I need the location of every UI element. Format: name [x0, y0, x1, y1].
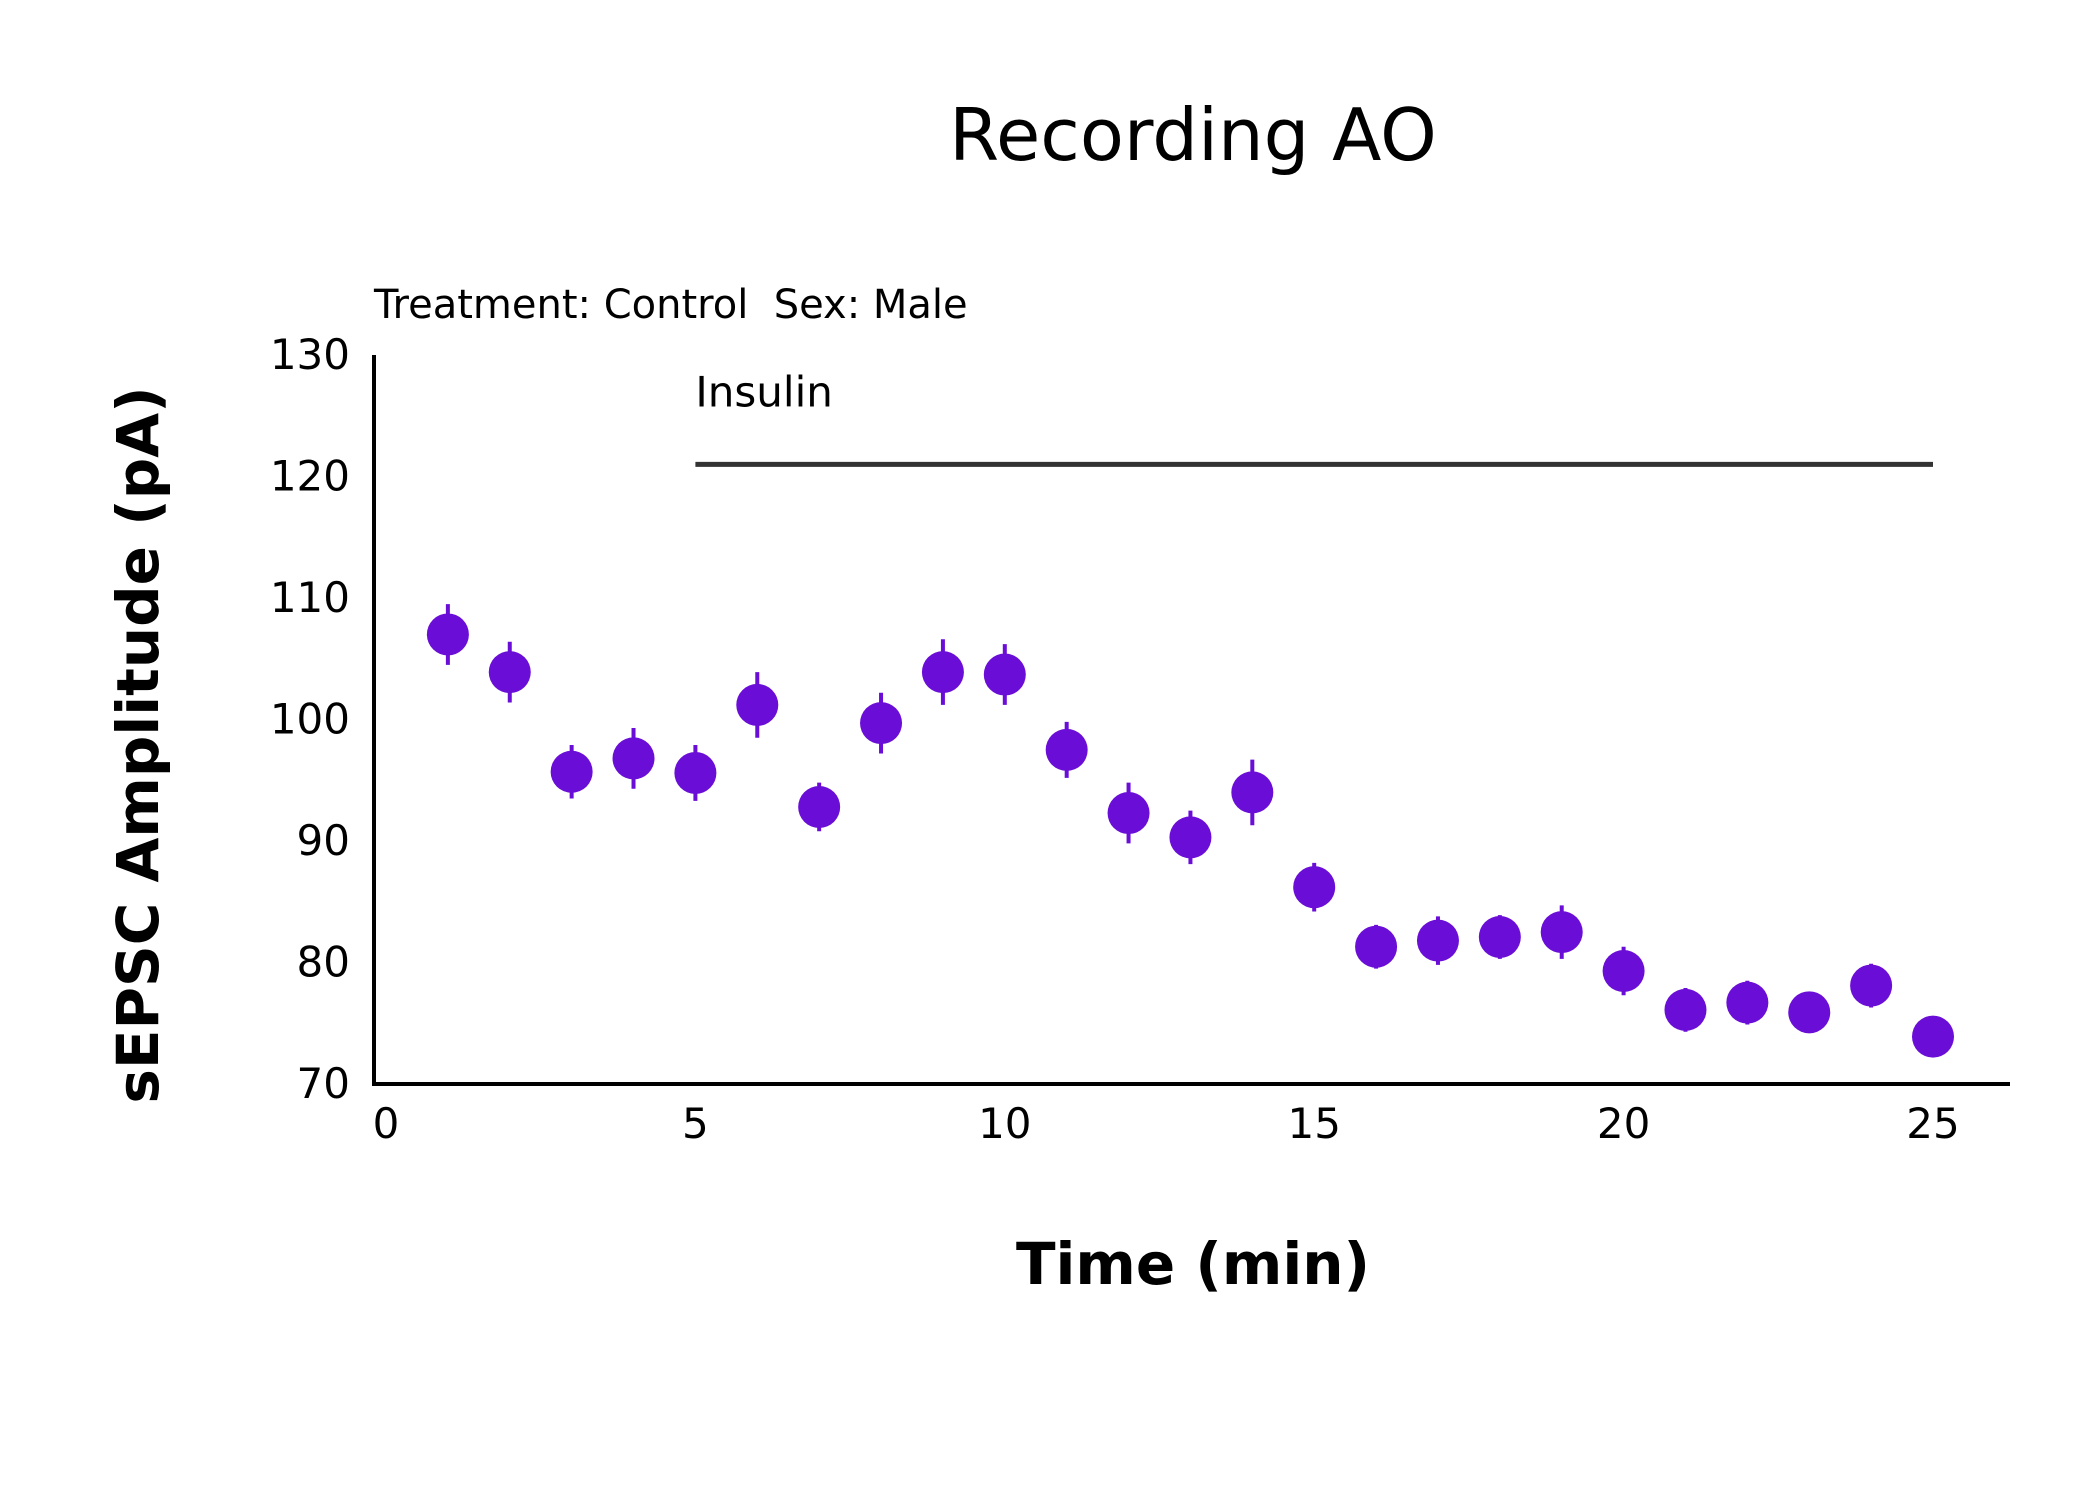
point-marker: [983, 653, 1026, 696]
data-point: [1416, 916, 1459, 965]
data-point: [426, 604, 469, 665]
data-point: [983, 644, 1026, 705]
x-tick-label: 0: [373, 1099, 400, 1148]
point-marker: [1231, 771, 1274, 814]
data-point: [488, 641, 531, 703]
point-marker: [488, 651, 531, 694]
data-point: [1231, 759, 1274, 826]
data-point: [1107, 782, 1150, 844]
data-point: [1169, 810, 1212, 865]
chart-title: Recording AO: [949, 93, 1437, 177]
x-axis-title: Time (min): [1016, 1230, 1370, 1298]
data-point: [1293, 862, 1336, 912]
point-marker: [1107, 792, 1150, 835]
y-axis-ticks: 70 80 90 100 110 120 130: [270, 330, 350, 1108]
point-marker: [550, 750, 593, 793]
y-tick-label: 80: [297, 938, 350, 987]
data-point: [1045, 721, 1088, 778]
x-tick-label: 20: [1597, 1099, 1650, 1148]
point-marker: [921, 651, 964, 694]
point-marker: [1664, 988, 1707, 1031]
data-point: [1726, 980, 1769, 1025]
x-tick-label: 5: [682, 1099, 709, 1148]
point-marker: [860, 702, 903, 745]
data-point: [550, 745, 593, 799]
y-tick-label: 70: [297, 1059, 350, 1108]
data-point: [1540, 905, 1583, 959]
insulin-label: Insulin: [695, 367, 832, 416]
point-marker: [674, 751, 717, 794]
x-tick-label: 15: [1287, 1099, 1340, 1148]
point-marker: [1478, 915, 1521, 958]
x-axis-ticks: 0 5 10 15 20 25: [373, 1099, 1960, 1148]
y-tick-label: 120: [270, 452, 350, 501]
point-marker: [1726, 981, 1769, 1024]
x-tick-label: 10: [978, 1099, 1031, 1148]
point-marker: [1045, 728, 1088, 771]
point-marker: [426, 613, 469, 656]
data-point: [1602, 946, 1645, 996]
point-marker: [1850, 964, 1893, 1007]
y-tick-label: 130: [270, 330, 350, 379]
point-marker: [1912, 1015, 1954, 1058]
y-axis-title: sEPSC Amplitude (pA): [104, 386, 172, 1103]
point-marker: [1293, 866, 1336, 909]
data-point: [921, 639, 964, 705]
data-points: [426, 604, 1954, 1058]
y-tick-label: 100: [270, 695, 350, 744]
point-marker: [612, 737, 655, 780]
chart-subtitle: Treatment: Control Sex: Male: [373, 282, 968, 328]
insulin-annotation: Insulin: [695, 367, 1933, 467]
data-point: [674, 745, 717, 801]
point-marker: [1540, 911, 1583, 954]
point-marker: [1355, 925, 1398, 968]
y-tick-label: 110: [270, 573, 350, 622]
point-marker: [1602, 950, 1645, 993]
y-tick-label: 90: [297, 816, 350, 865]
data-point: [736, 672, 779, 738]
point-marker: [1169, 816, 1212, 859]
point-marker: [1788, 991, 1831, 1034]
data-point: [860, 692, 903, 754]
data-point: [612, 728, 655, 789]
data-point: [798, 782, 841, 832]
data-point: [1664, 988, 1707, 1032]
point-marker: [1416, 919, 1459, 962]
data-point: [1912, 1015, 1954, 1058]
x-tick-label: 25: [1906, 1099, 1959, 1148]
data-point: [1850, 963, 1893, 1008]
point-marker: [736, 683, 779, 726]
data-point: [1788, 991, 1831, 1034]
point-marker: [798, 785, 841, 828]
data-point: [1355, 924, 1398, 969]
data-point: [1478, 915, 1521, 959]
